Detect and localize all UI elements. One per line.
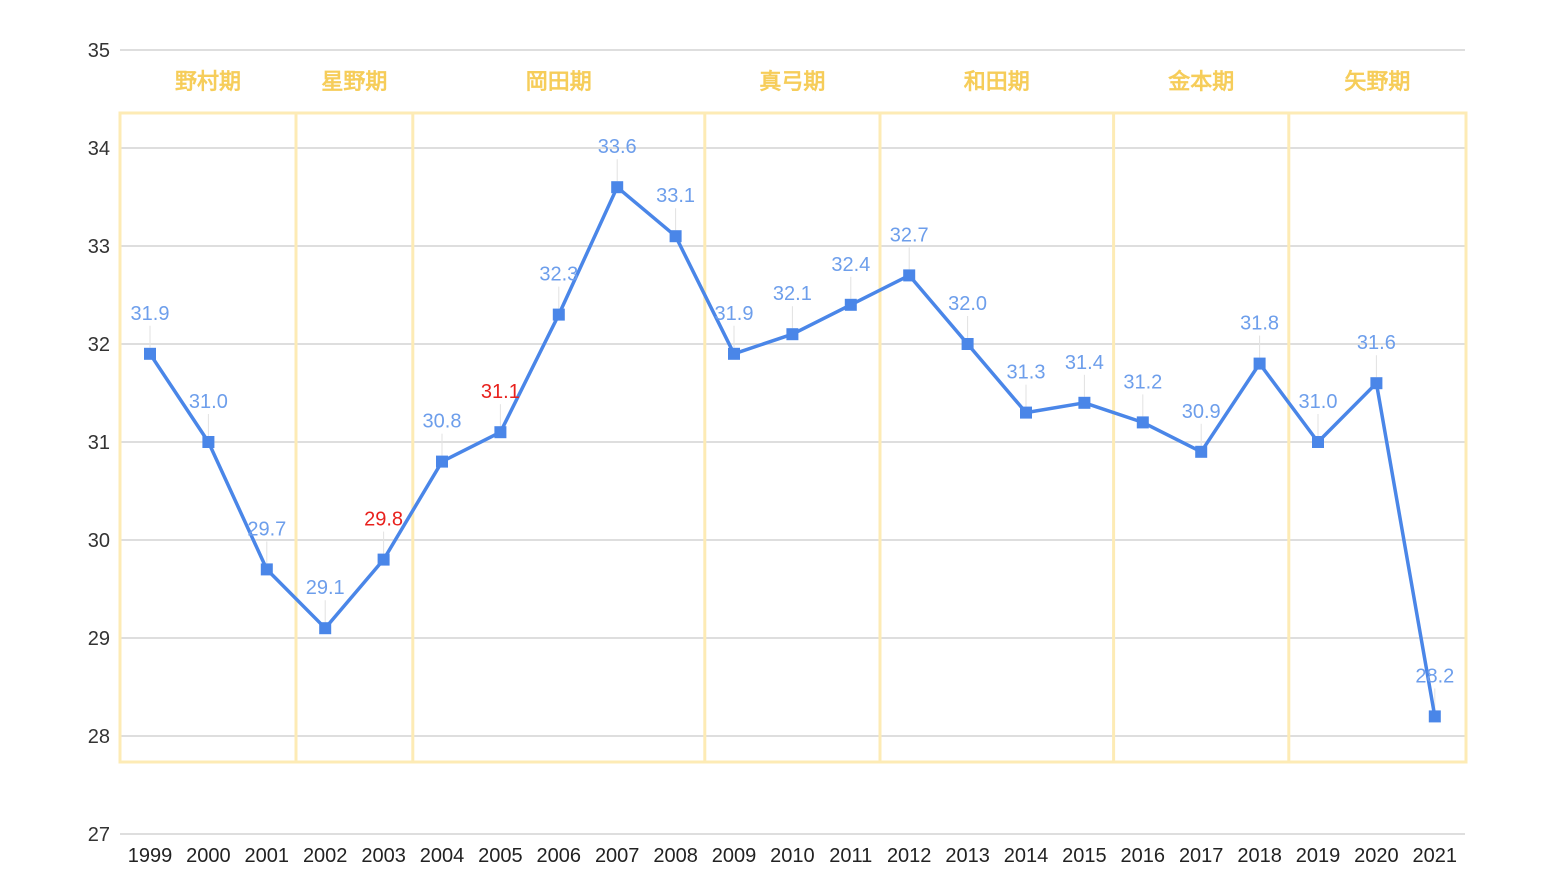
x-tick-label: 2020 bbox=[1354, 845, 1399, 867]
data-label: 29.8 bbox=[364, 509, 403, 531]
y-tick-label: 34 bbox=[88, 138, 110, 160]
era-label: 和田期 bbox=[964, 69, 1030, 94]
data-point bbox=[1312, 436, 1324, 448]
x-tick-label: 2001 bbox=[245, 845, 290, 867]
x-tick-label: 2012 bbox=[887, 845, 932, 867]
era-annotations: 野村期 星野期 岡田期 真弓期 和田期 金本期 矢野期 bbox=[118, 69, 1468, 764]
data-label: 30.9 bbox=[1182, 401, 1221, 423]
era-label: 岡田期 bbox=[526, 69, 592, 94]
x-tick-label: 2003 bbox=[361, 845, 406, 867]
data-point bbox=[1253, 357, 1266, 370]
y-tick-label: 35 bbox=[88, 40, 110, 62]
data-label: 32.3 bbox=[539, 264, 578, 286]
data-point bbox=[202, 436, 215, 448]
data-label: 33.6 bbox=[598, 136, 637, 158]
data-label: 31.8 bbox=[1240, 313, 1279, 335]
y-tick-label: 31 bbox=[88, 432, 110, 454]
x-tick-label: 2007 bbox=[595, 845, 640, 867]
x-tick-label: 2000 bbox=[186, 845, 231, 867]
x-tick-label: 2014 bbox=[1004, 845, 1049, 867]
data-label: 28.2 bbox=[1415, 665, 1454, 687]
data-point bbox=[728, 347, 740, 360]
era-label: 金本期 bbox=[1167, 69, 1234, 94]
y-tick-label: 32 bbox=[88, 334, 110, 356]
data-label: 30.8 bbox=[423, 411, 462, 433]
era-label: 野村期 bbox=[175, 69, 241, 94]
x-tick-label: 2019 bbox=[1296, 845, 1341, 867]
x-tick-label: 2005 bbox=[478, 845, 523, 867]
data-label: 31.1 bbox=[481, 381, 520, 403]
era-label: 真弓期 bbox=[759, 69, 825, 94]
series-line-group bbox=[148, 185, 1437, 717]
data-point bbox=[552, 308, 565, 321]
data-label: 31.9 bbox=[715, 303, 754, 325]
era-frame bbox=[118, 111, 1468, 764]
data-point bbox=[319, 622, 332, 635]
data-point bbox=[611, 181, 624, 194]
data-point bbox=[1020, 406, 1032, 419]
data-point bbox=[961, 338, 974, 350]
gridlines bbox=[120, 49, 1465, 835]
x-tick-label: 2016 bbox=[1121, 845, 1166, 867]
y-tick-label: 27 bbox=[88, 824, 110, 846]
data-point bbox=[436, 455, 448, 468]
x-tick-label: 2017 bbox=[1179, 845, 1224, 867]
data-label: 32.0 bbox=[948, 293, 987, 315]
data-labels: 31.9 31.0 29.7 29.1 29.8 30.8 31.1 32.3 33.6 33.1… bbox=[131, 136, 1455, 687]
data-point bbox=[377, 553, 390, 566]
data-point bbox=[903, 269, 916, 282]
data-point bbox=[1370, 377, 1383, 390]
y-tick-label: 33 bbox=[88, 236, 110, 258]
data-label: 31.0 bbox=[189, 391, 228, 413]
data-label: 32.4 bbox=[831, 254, 870, 276]
x-tick-label: 2006 bbox=[537, 845, 582, 867]
data-label: 31.2 bbox=[1123, 371, 1162, 393]
series-line bbox=[148, 185, 1437, 717]
x-tick-label: 2010 bbox=[770, 845, 815, 867]
era-label: 矢野期 bbox=[1344, 69, 1410, 94]
data-label: 33.1 bbox=[656, 185, 695, 207]
data-point bbox=[144, 347, 156, 360]
y-tick-label: 28 bbox=[88, 726, 110, 748]
y-tick-label: 29 bbox=[88, 628, 110, 650]
data-point bbox=[844, 298, 857, 311]
data-label: 31.4 bbox=[1065, 352, 1104, 374]
x-tick-label: 2008 bbox=[653, 845, 698, 867]
x-tick-label: 2011 bbox=[829, 845, 872, 867]
era-label: 星野期 bbox=[321, 69, 387, 94]
data-point bbox=[669, 230, 682, 243]
data-point bbox=[786, 328, 799, 341]
data-label-leaders bbox=[149, 159, 1436, 711]
data-label: 32.7 bbox=[890, 224, 929, 246]
x-tick-label: 2009 bbox=[712, 845, 757, 867]
data-label: 29.1 bbox=[306, 577, 345, 599]
data-label: 31.6 bbox=[1357, 332, 1396, 354]
y-tick-label: 30 bbox=[88, 530, 110, 552]
x-tick-label: 2004 bbox=[420, 845, 465, 867]
data-point bbox=[1136, 416, 1149, 429]
data-label: 29.7 bbox=[247, 518, 286, 540]
data-point bbox=[1428, 710, 1441, 723]
x-tick-label: 2002 bbox=[303, 845, 348, 867]
data-point bbox=[1195, 445, 1208, 458]
data-points bbox=[144, 181, 1441, 723]
data-label: 31.3 bbox=[1007, 362, 1046, 384]
data-label: 31.0 bbox=[1299, 391, 1338, 413]
x-tick-label: 2018 bbox=[1237, 845, 1282, 867]
x-axis-ticks: 1999 2000 2001 2002 2003 2004 2005 2006 2007 2008… bbox=[128, 845, 1457, 867]
x-tick-label: 2015 bbox=[1062, 845, 1107, 867]
data-point bbox=[1078, 396, 1091, 409]
y-axis-ticks: 27 28 29 30 31 32 33 34 35 bbox=[88, 40, 110, 846]
data-point bbox=[494, 426, 507, 439]
x-tick-label: 2013 bbox=[945, 845, 990, 867]
x-tick-label: 1999 bbox=[128, 845, 173, 867]
data-label: 31.9 bbox=[131, 303, 170, 325]
data-label: 32.1 bbox=[773, 283, 812, 305]
data-point bbox=[260, 563, 273, 576]
x-tick-label: 2021 bbox=[1413, 845, 1458, 867]
